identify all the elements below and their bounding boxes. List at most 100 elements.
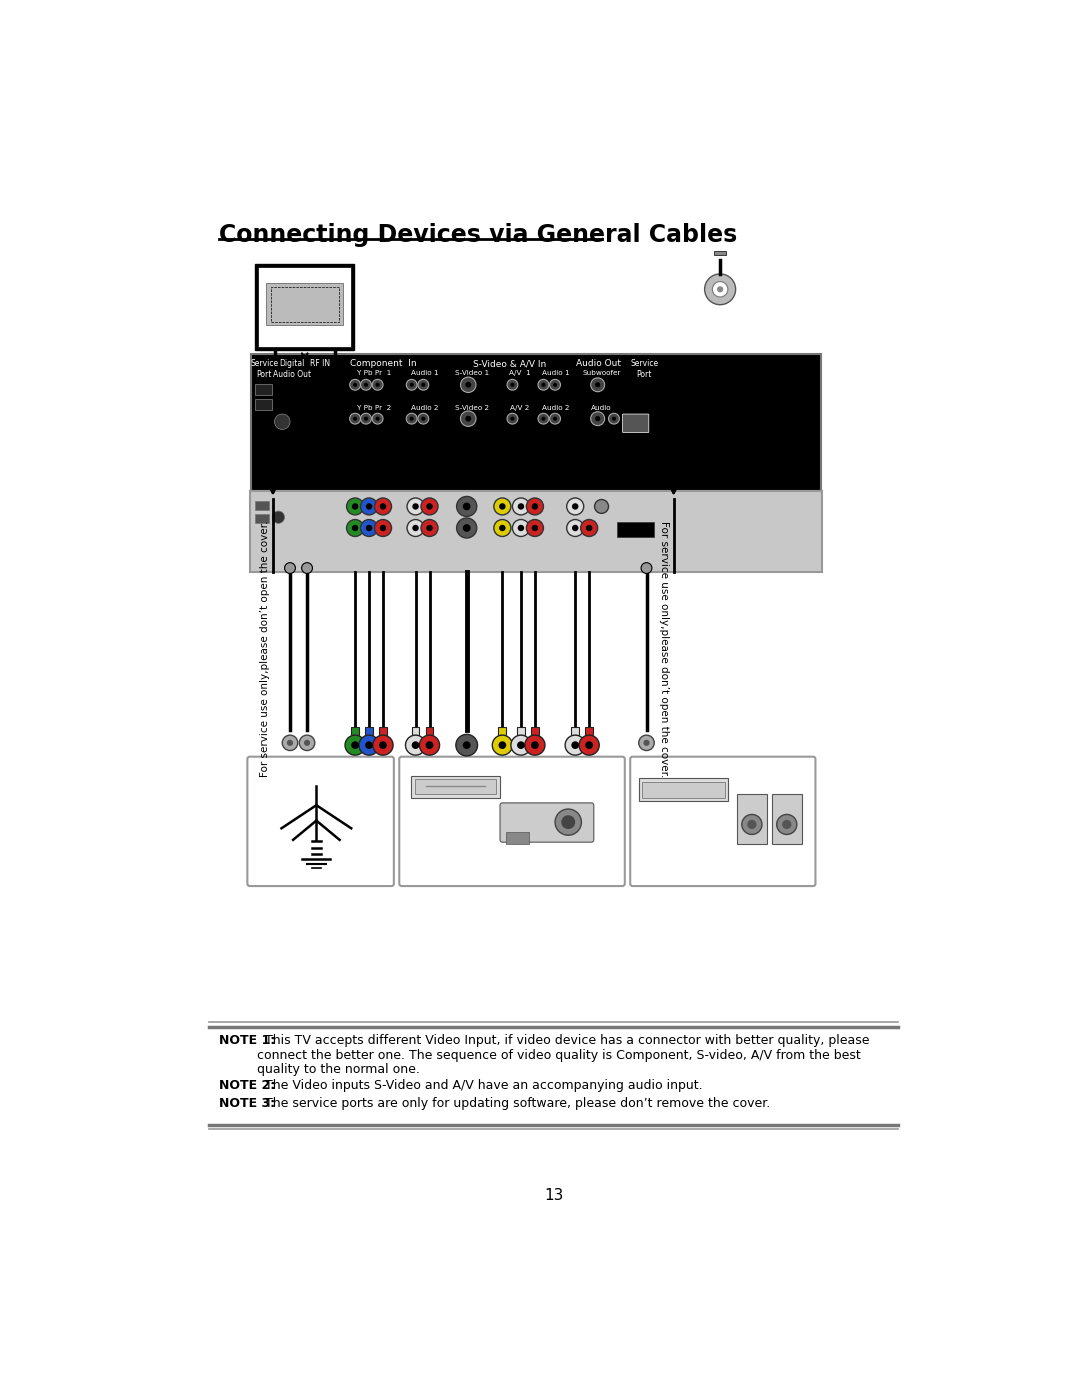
Text: S-Video & A/V In: S-Video & A/V In (473, 359, 546, 369)
Circle shape (272, 511, 284, 524)
Bar (531, 728, 539, 735)
FancyBboxPatch shape (622, 414, 649, 433)
Circle shape (538, 380, 549, 390)
Circle shape (591, 412, 605, 426)
Circle shape (380, 525, 387, 531)
Circle shape (284, 563, 296, 573)
Circle shape (419, 735, 440, 756)
Circle shape (591, 377, 605, 391)
Text: Audio 2: Audio 2 (411, 405, 438, 411)
Circle shape (376, 383, 380, 387)
Circle shape (361, 497, 378, 515)
Bar (426, 728, 433, 735)
Circle shape (375, 497, 392, 515)
Text: The service ports are only for updating software, please don’t remove the cover.: The service ports are only for updating … (261, 1097, 770, 1111)
Bar (255, 502, 269, 510)
Circle shape (742, 814, 762, 834)
Circle shape (717, 286, 724, 292)
Circle shape (299, 735, 314, 750)
Circle shape (411, 742, 419, 749)
Circle shape (380, 503, 387, 510)
Circle shape (427, 525, 433, 531)
Text: 13: 13 (544, 1187, 563, 1203)
Circle shape (361, 520, 378, 536)
Circle shape (586, 525, 593, 531)
Text: For service use only,please don’t open the cover.: For service use only,please don’t open t… (659, 521, 670, 777)
Circle shape (301, 563, 312, 573)
Circle shape (499, 742, 507, 749)
Text: For service use only,please don’t open the cover.: For service use only,please don’t open t… (260, 521, 270, 777)
Bar (507, 833, 529, 844)
Circle shape (512, 520, 529, 536)
Circle shape (517, 503, 524, 510)
Circle shape (406, 380, 417, 390)
Bar (252, 353, 821, 490)
Circle shape (525, 735, 545, 756)
Circle shape (499, 503, 505, 510)
Circle shape (350, 380, 361, 390)
Circle shape (407, 497, 424, 515)
Circle shape (413, 525, 419, 531)
Circle shape (457, 518, 476, 538)
Bar (517, 728, 525, 735)
Bar (772, 793, 801, 844)
Bar (255, 514, 269, 524)
Text: Subwoofer: Subwoofer (582, 370, 621, 376)
Circle shape (567, 520, 583, 536)
Bar (738, 793, 767, 844)
Circle shape (373, 414, 383, 425)
Circle shape (463, 524, 471, 532)
Circle shape (595, 416, 600, 422)
Circle shape (373, 735, 393, 756)
Circle shape (351, 742, 359, 749)
Bar (638, 778, 728, 802)
Text: Y Pb Pr  2: Y Pb Pr 2 (356, 405, 391, 411)
Circle shape (460, 377, 476, 393)
Text: Component  In: Component In (350, 359, 416, 369)
Bar (258, 267, 351, 346)
Bar (415, 780, 496, 795)
Circle shape (642, 563, 652, 573)
Circle shape (608, 414, 619, 425)
Circle shape (409, 383, 414, 387)
Text: Service
Port: Service Port (251, 359, 279, 379)
Bar (571, 728, 579, 735)
Bar (642, 782, 725, 798)
Circle shape (612, 416, 616, 420)
Text: Audio 1: Audio 1 (411, 370, 438, 376)
Bar (249, 490, 822, 571)
Text: S-Video 1: S-Video 1 (455, 370, 489, 376)
Circle shape (531, 742, 539, 749)
Circle shape (353, 416, 357, 420)
Circle shape (418, 380, 429, 390)
Circle shape (457, 496, 476, 517)
Circle shape (581, 520, 597, 536)
Circle shape (572, 503, 579, 510)
Circle shape (526, 520, 543, 536)
Circle shape (376, 416, 380, 420)
Bar (255, 384, 272, 395)
Circle shape (361, 380, 372, 390)
Bar (714, 251, 727, 256)
Circle shape (585, 742, 593, 749)
Circle shape (426, 742, 433, 749)
Circle shape (511, 735, 531, 756)
Circle shape (562, 816, 576, 828)
Circle shape (365, 742, 373, 749)
Circle shape (499, 525, 505, 531)
Text: A/V  1: A/V 1 (510, 370, 531, 376)
Circle shape (345, 735, 365, 756)
Circle shape (553, 416, 557, 420)
Circle shape (352, 525, 359, 531)
Circle shape (550, 414, 561, 425)
Circle shape (704, 274, 735, 305)
Circle shape (553, 383, 557, 387)
Circle shape (595, 383, 600, 387)
Circle shape (550, 380, 561, 390)
Circle shape (713, 282, 728, 298)
Circle shape (465, 381, 471, 388)
FancyBboxPatch shape (400, 757, 625, 886)
Text: Audio: Audio (591, 405, 612, 411)
Circle shape (287, 740, 293, 746)
Circle shape (379, 742, 387, 749)
